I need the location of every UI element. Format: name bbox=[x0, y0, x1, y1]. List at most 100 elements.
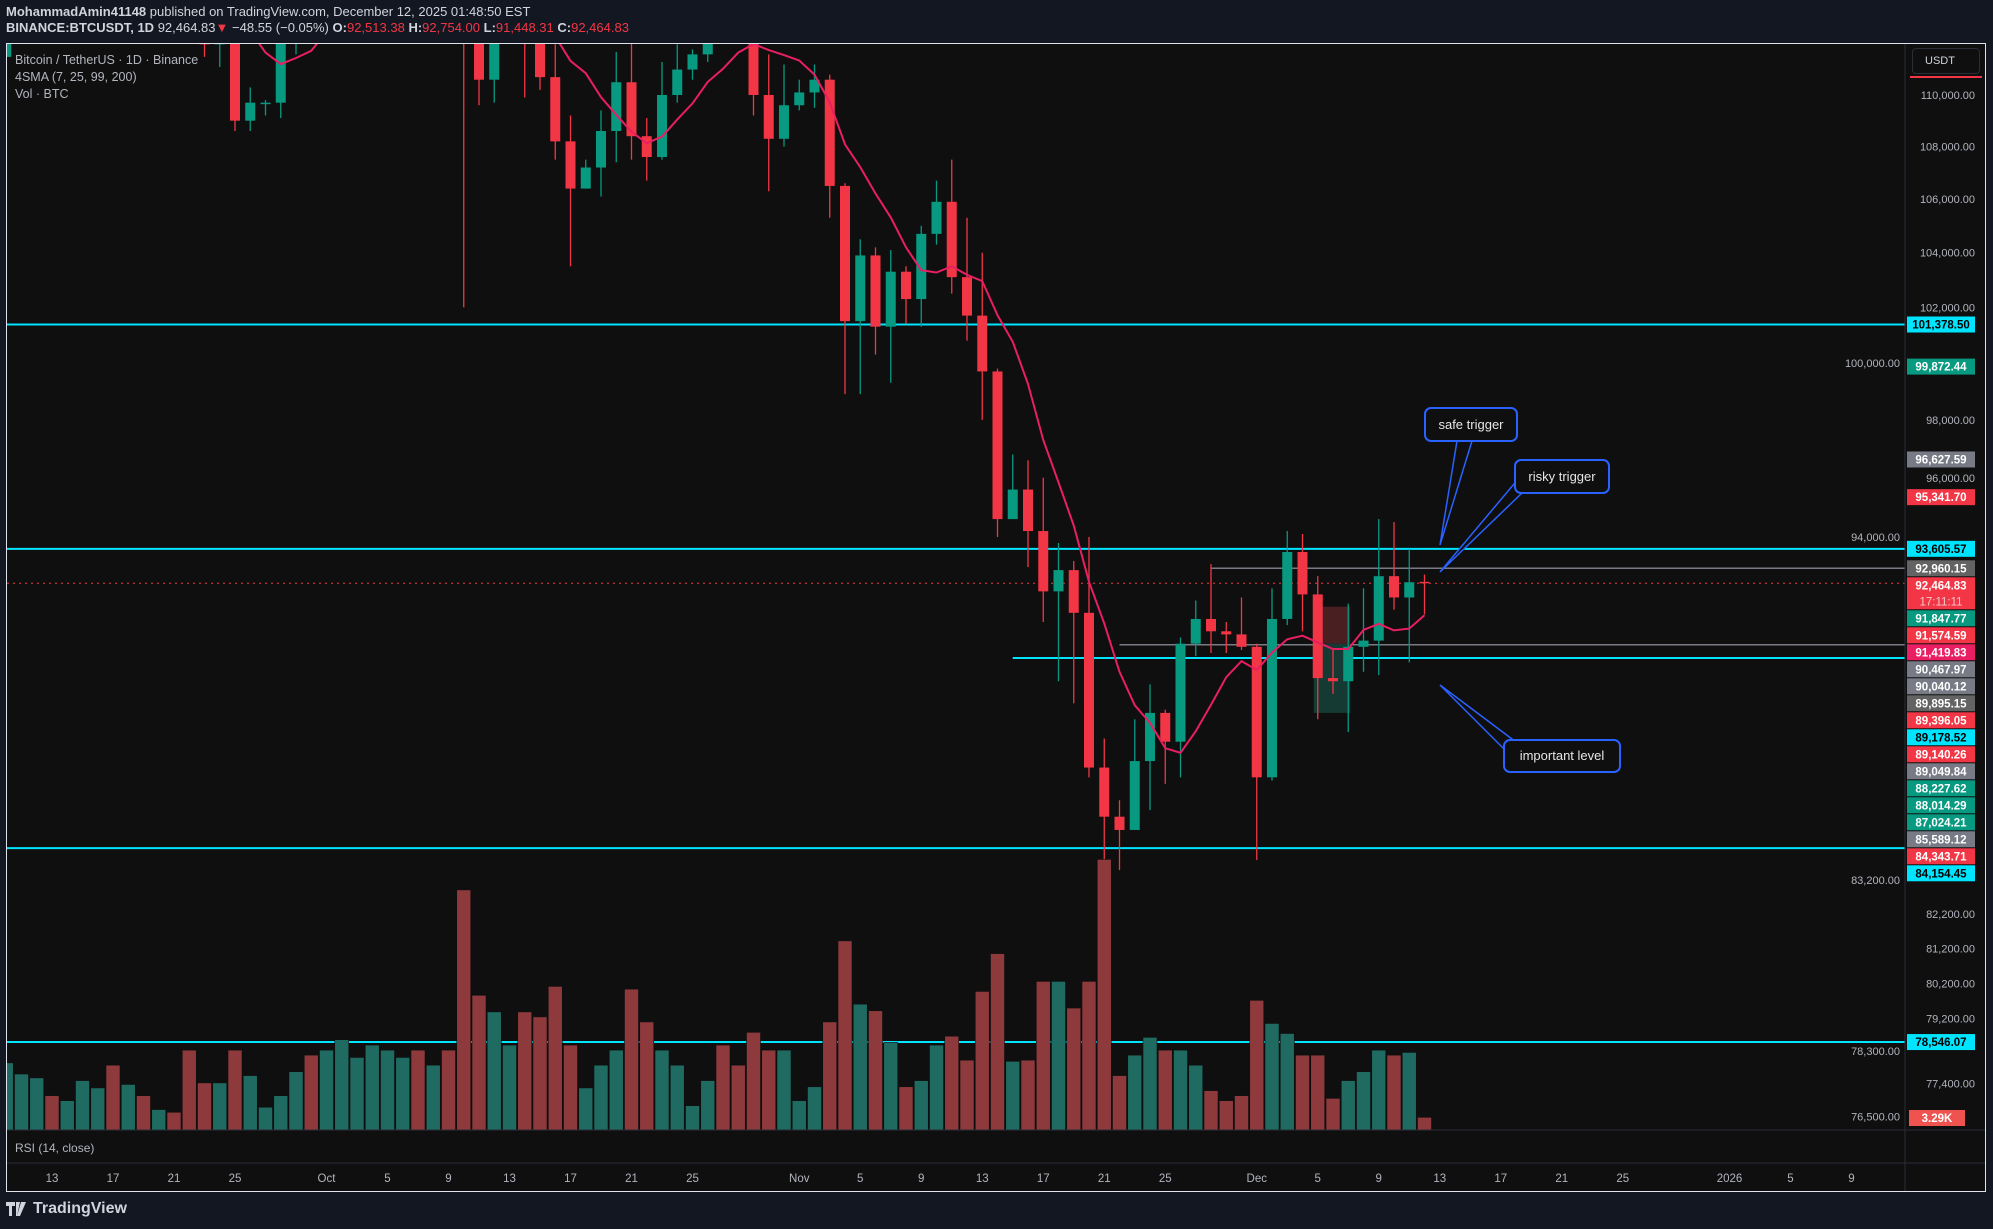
price-badge: 93,605.57 bbox=[1907, 540, 1975, 557]
symbol-legend[interactable]: Bitcoin / TetherUS · 1D · Binance bbox=[15, 53, 199, 67]
candle-body bbox=[260, 102, 271, 105]
sma-legend[interactable]: 4SMA (7, 25, 99, 200) bbox=[15, 70, 137, 84]
price-tick-label: 98,000.00 bbox=[1926, 415, 1975, 427]
volume-bar bbox=[517, 1011, 533, 1130]
price-badge-label: 89,396.05 bbox=[1915, 715, 1967, 727]
candle-body bbox=[870, 255, 881, 327]
candle-body bbox=[1053, 570, 1064, 592]
important-level-callout[interactable]: important level bbox=[1503, 739, 1621, 773]
price-badge: 89,396.05 bbox=[1907, 712, 1975, 729]
volume-bar bbox=[456, 889, 472, 1130]
candle-body bbox=[565, 141, 576, 189]
volume-bar bbox=[791, 1100, 807, 1130]
volume-bar bbox=[974, 991, 990, 1130]
time-tick-label: 17 bbox=[1494, 1173, 1507, 1185]
price-tick-label: 108,000.00 bbox=[1920, 142, 1975, 154]
volume-bar bbox=[364, 1044, 380, 1130]
candle-body bbox=[535, 44, 545, 78]
price-badge: 92,960.15 bbox=[1907, 560, 1975, 577]
candle bbox=[214, 44, 225, 68]
high-label: H: bbox=[408, 20, 423, 35]
price-badge-label: 90,040.12 bbox=[1915, 681, 1966, 693]
volume-bar bbox=[715, 1044, 731, 1130]
candle-body bbox=[1312, 594, 1323, 679]
volume-bar bbox=[807, 1086, 822, 1130]
time-tick-label: 25 bbox=[1616, 1173, 1629, 1185]
candle-body bbox=[977, 315, 988, 372]
price-badge-label: 88,014.29 bbox=[1915, 800, 1966, 812]
candle-body bbox=[1282, 551, 1293, 619]
price-tick-label: 77,400.00 bbox=[1926, 1078, 1975, 1090]
candle bbox=[1023, 460, 1033, 568]
candle bbox=[524, 44, 526, 98]
tradingview-logo[interactable]: TradingView bbox=[6, 1200, 127, 1218]
price-badge: 78,546.07 bbox=[1907, 1034, 1975, 1051]
candle bbox=[580, 159, 591, 189]
volume-bar bbox=[1371, 1049, 1387, 1130]
candle-body bbox=[1145, 712, 1155, 762]
publish-info: MohammadAmin41148 published on TradingVi… bbox=[6, 4, 530, 19]
candle bbox=[611, 51, 622, 163]
volume-bar bbox=[334, 1039, 350, 1130]
volume-bar bbox=[654, 1049, 670, 1130]
price-tick-label: 76,500.00 bbox=[1851, 1111, 1900, 1123]
price-badge-bg bbox=[1907, 729, 1975, 746]
safe-trigger-callout[interactable]: safe trigger bbox=[1424, 407, 1518, 442]
price-badge: 87,024.21 bbox=[1907, 814, 1975, 831]
volume-bar bbox=[166, 1111, 182, 1130]
price-badge-bg bbox=[1907, 780, 1975, 797]
price-tick-label: 96,000.00 bbox=[1926, 473, 1975, 485]
volume-bar bbox=[471, 994, 487, 1130]
symbol-info: BINANCE:BTCUSDT, 1D 92,464.83▼ −48.55 (−… bbox=[6, 20, 629, 35]
volume-bar bbox=[563, 1044, 578, 1130]
price-badge-label: 89,178.52 bbox=[1915, 732, 1966, 744]
risky-trigger-callout[interactable]: risky trigger bbox=[1514, 459, 1610, 494]
candle-body bbox=[931, 201, 942, 234]
volume-legend[interactable]: Vol · BTC bbox=[15, 87, 69, 101]
time-tick-label: 13 bbox=[1433, 1173, 1446, 1185]
volume-bar bbox=[1249, 1000, 1265, 1130]
rsi-legend[interactable]: RSI (14, close) bbox=[15, 1141, 95, 1155]
price-badge: 90,467.97 bbox=[1907, 661, 1975, 678]
price-badge-label: 92,464.83 bbox=[1915, 580, 1966, 592]
volume-bar bbox=[1356, 1071, 1371, 1130]
price-badge-label: 78,546.07 bbox=[1915, 1037, 1966, 1049]
candle-body bbox=[1038, 531, 1049, 592]
candle-body bbox=[199, 44, 210, 45]
volume-bar bbox=[913, 1080, 929, 1130]
brand-text: TradingView bbox=[33, 1200, 127, 1217]
author-name[interactable]: MohammadAmin41148 bbox=[6, 4, 147, 19]
candle-body bbox=[1160, 712, 1171, 742]
symbol-name: BINANCE:BTCUSDT, 1D bbox=[6, 20, 155, 35]
candle-body bbox=[1419, 581, 1430, 584]
high-value: 92,754.00 bbox=[422, 20, 480, 35]
candle bbox=[1343, 603, 1354, 733]
candle-body bbox=[1175, 643, 1186, 742]
candle bbox=[992, 368, 1003, 537]
volume-bar bbox=[258, 1106, 273, 1130]
candle bbox=[7, 44, 12, 57]
candle-body bbox=[657, 94, 667, 158]
candle bbox=[1404, 548, 1415, 663]
time-tick-label: 13 bbox=[46, 1173, 59, 1185]
volume-bar bbox=[410, 1049, 426, 1130]
tradingview-logo-icon bbox=[6, 1202, 26, 1216]
price-badge-label: 84,343.71 bbox=[1915, 851, 1967, 863]
publish-text: published on TradingView.com, December 1… bbox=[149, 4, 531, 19]
candle-body bbox=[489, 44, 500, 80]
time-tick-label: Oct bbox=[318, 1173, 337, 1185]
candle bbox=[1389, 522, 1399, 610]
volume-bar bbox=[181, 1049, 197, 1130]
candle-body bbox=[1251, 646, 1262, 778]
currency-button[interactable]: USDT bbox=[1912, 48, 1980, 74]
price-change: −48.55 (−0.05%) bbox=[232, 20, 329, 35]
volume-bar bbox=[486, 1011, 502, 1130]
price-badge: 89,049.84 bbox=[1907, 763, 1975, 780]
price-badge: 88,227.62 bbox=[1907, 780, 1975, 797]
price-badge: 84,343.71 bbox=[1907, 848, 1975, 865]
candle-body bbox=[230, 44, 240, 121]
volume-bar bbox=[1188, 1064, 1204, 1130]
currency-underline bbox=[1910, 76, 1982, 78]
volume-bar bbox=[273, 1095, 289, 1130]
